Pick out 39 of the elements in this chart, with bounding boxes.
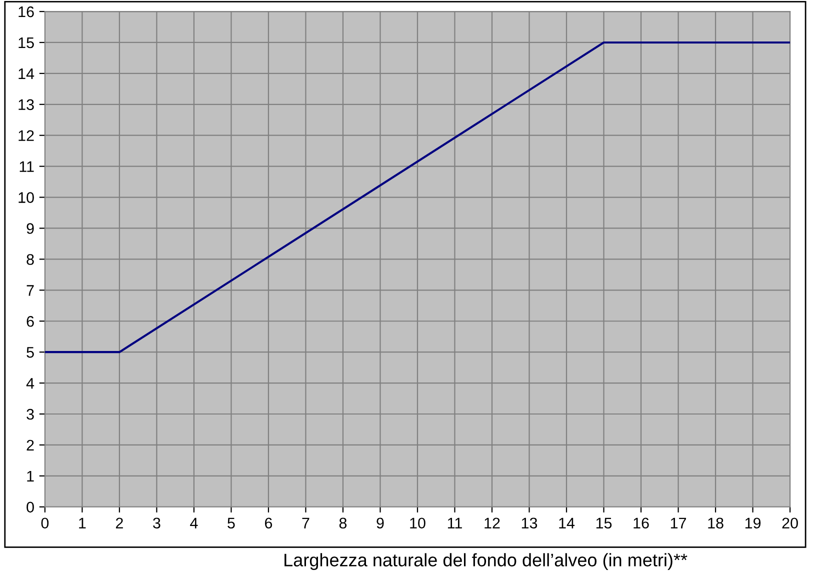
- y-tick-label: 13: [18, 99, 34, 110]
- x-tick-label: 5: [228, 518, 235, 529]
- y-tick-label: 1: [27, 470, 34, 482]
- x-tick-label: 13: [522, 518, 538, 529]
- x-tick-label: 7: [302, 518, 310, 528]
- x-tick-label: 10: [410, 518, 426, 529]
- x-tick-label: 16: [634, 518, 649, 529]
- x-tick-label: 3: [153, 518, 160, 529]
- x-tick-label: 11: [448, 518, 462, 528]
- x-tick-label: 2: [116, 518, 123, 528]
- x-tick-label: 12: [484, 518, 500, 528]
- y-tick-label: 9: [26, 223, 34, 234]
- y-tick-label: 2: [26, 440, 34, 450]
- y-tick-label: 15: [18, 38, 34, 48]
- x-tick-label: 14: [559, 518, 575, 528]
- x-tick-label: 8: [339, 518, 347, 529]
- x-tick-label: 6: [264, 518, 272, 529]
- x-tick-label: 15: [596, 518, 612, 529]
- y-tick-label: 11: [20, 161, 34, 172]
- x-tick-label: 1: [79, 518, 86, 528]
- y-tick-label: 0: [26, 502, 34, 513]
- y-tick-label: 14: [18, 68, 34, 79]
- y-tick-label: 10: [18, 192, 34, 203]
- y-tick-label: 16: [18, 6, 34, 18]
- y-tick-label: 8: [26, 254, 34, 265]
- y-tick-label: 6: [26, 316, 34, 327]
- x-tick-label: 17: [670, 518, 686, 528]
- x-tick-label: 9: [376, 518, 384, 529]
- x-tick-label: 0: [41, 518, 49, 529]
- x-tick-label: 19: [745, 518, 761, 529]
- x-tick-label: 20: [782, 518, 798, 529]
- y-tick-label: 5: [26, 347, 34, 358]
- y-tick-label: 12: [18, 130, 34, 141]
- x-axis-title: Larghezza naturale del fondo dell’alveo (in metri)**: [284, 553, 688, 570]
- x-tick-label: 4: [190, 518, 198, 528]
- y-tick-label: 4: [26, 378, 34, 389]
- y-tick-label: 7: [26, 285, 34, 296]
- x-tick-label: 18: [708, 518, 724, 529]
- y-tick-label: 3: [26, 408, 34, 420]
